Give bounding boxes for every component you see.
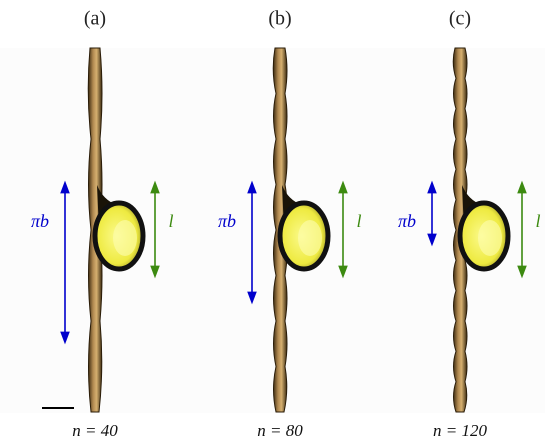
l-label: l [356, 211, 361, 231]
pi-b-label: πb [218, 211, 236, 231]
drop-highlight [298, 220, 322, 256]
caption: n = 80 [257, 421, 303, 440]
panel-label: (c) [449, 8, 471, 30]
panel-label: (a) [84, 8, 106, 30]
l-label: l [168, 211, 173, 231]
panel-label: (b) [268, 8, 291, 30]
figure: (a) πb l n = 40 (b) πb l n = 80 (c) πb l n = 120 [0, 0, 545, 444]
l-label: l [535, 211, 540, 231]
pi-b-label: πb [31, 211, 49, 231]
drop-highlight [113, 220, 137, 256]
drop-highlight [478, 220, 502, 256]
caption: n = 120 [433, 421, 487, 440]
pi-b-label: πb [398, 211, 416, 231]
caption: n = 40 [72, 421, 118, 440]
